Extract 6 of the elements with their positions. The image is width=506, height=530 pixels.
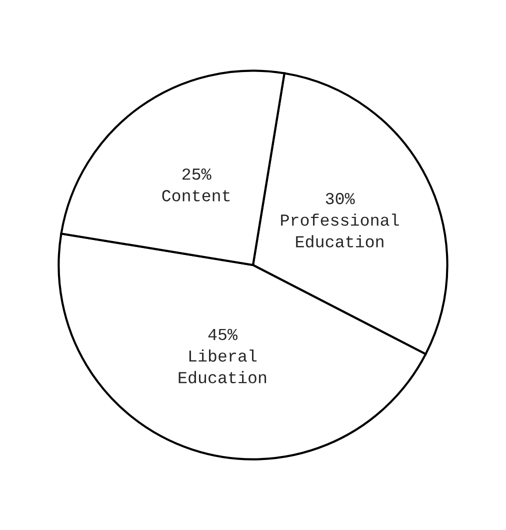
data-label: 30%	[326, 192, 355, 204]
data-label: 25%	[182, 168, 212, 180]
slice-label: Professional Education	[281, 214, 399, 248]
data-label: 45%	[208, 328, 238, 340]
slice-label: Liberal Education	[178, 349, 266, 384]
slice-label: Content	[162, 190, 230, 202]
